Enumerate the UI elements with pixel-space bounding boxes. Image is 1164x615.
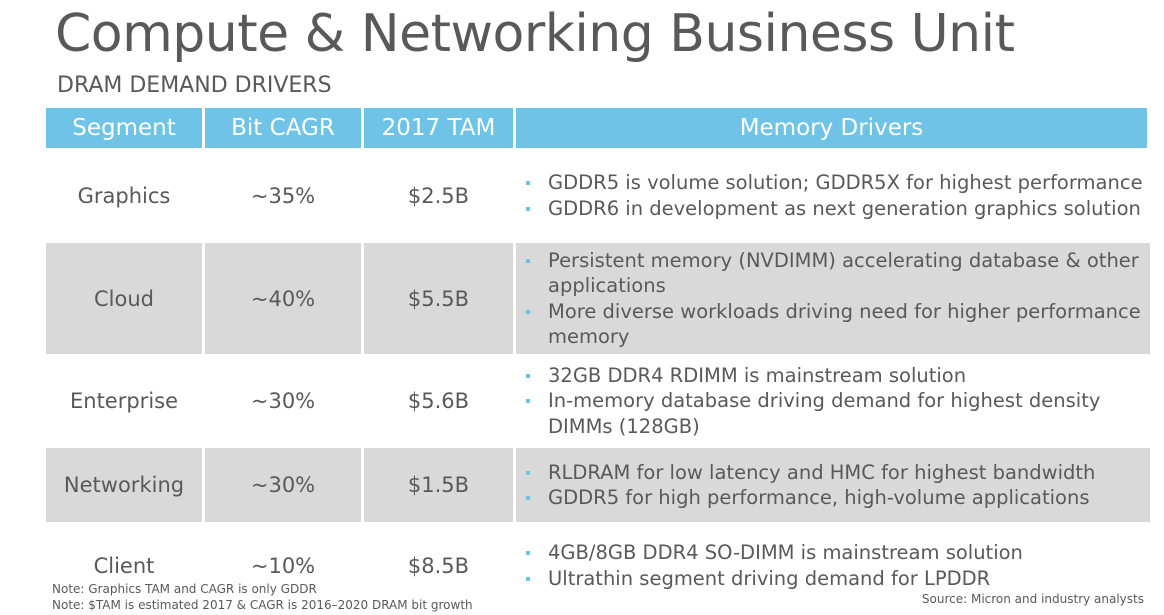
driver-item: Persistent memory (NVDIMM) accelerating … — [524, 248, 1150, 299]
driver-item: 32GB DDR4 RDIMM is mainstream solution — [524, 363, 1150, 389]
driver-item: More diverse workloads driving need for … — [524, 299, 1150, 350]
drivers-list: 4GB/8GB DDR4 SO-DIMM is mainstream solut… — [524, 540, 1023, 591]
driver-item: In-memory database driving demand for hi… — [524, 388, 1150, 439]
segment-cell: Networking — [46, 448, 205, 522]
segment-cell: Client — [46, 526, 205, 605]
drivers-cell: 4GB/8GB DDR4 SO-DIMM is mainstream solut… — [516, 526, 1150, 605]
column-header-tam: 2017 TAM — [364, 108, 516, 148]
drivers-cell: Persistent memory (NVDIMM) accelerating … — [516, 243, 1150, 354]
cagr-cell: ~35% — [205, 152, 364, 239]
driver-item: 4GB/8GB DDR4 SO-DIMM is mainstream solut… — [524, 540, 1023, 566]
drivers-cell: RLDRAM for low latency and HMC for highe… — [516, 448, 1150, 522]
segment-cell: Enterprise — [46, 358, 205, 444]
drivers-list: RLDRAM for low latency and HMC for highe… — [524, 460, 1095, 511]
slide-subtitle: DRAM DEMAND DRIVERS — [57, 73, 332, 98]
drivers-list: Persistent memory (NVDIMM) accelerating … — [524, 248, 1150, 350]
cagr-cell: ~10% — [205, 526, 364, 605]
segment-cell: Cloud — [46, 243, 205, 354]
drivers-cell: 32GB DDR4 RDIMM is mainstream solution I… — [516, 358, 1150, 444]
driver-item: RLDRAM for low latency and HMC for highe… — [524, 460, 1095, 486]
source-note: Source: Micron and industry analysts — [921, 592, 1144, 606]
column-header-bit-cagr: Bit CAGR — [205, 108, 364, 148]
tam-cell: $5.5B — [364, 243, 516, 354]
tam-cell: $8.5B — [364, 526, 516, 605]
driver-item: GDDR6 in development as next generation … — [524, 196, 1143, 222]
drivers-list: GDDR5 is volume solution; GDDR5X for hig… — [524, 170, 1143, 221]
column-header-segment: Segment — [46, 108, 205, 148]
tam-cell: $2.5B — [364, 152, 516, 239]
driver-item: Ultrathin segment driving demand for LPD… — [524, 566, 1023, 592]
drivers-list: 32GB DDR4 RDIMM is mainstream solution I… — [524, 363, 1150, 440]
footnote-graphics: Note: Graphics TAM and CAGR is only GDDR — [52, 582, 317, 596]
driver-item: GDDR5 is volume solution; GDDR5X for hig… — [524, 170, 1143, 196]
slide-title: Compute & Networking Business Unit — [55, 4, 1015, 64]
cagr-cell: ~30% — [205, 448, 364, 522]
cagr-cell: ~30% — [205, 358, 364, 444]
column-header-memory-drivers: Memory Drivers — [516, 108, 1150, 148]
cagr-cell: ~40% — [205, 243, 364, 354]
segment-cell: Graphics — [46, 152, 205, 239]
driver-item: GDDR5 for high performance, high-volume … — [524, 485, 1095, 511]
tam-cell: $5.6B — [364, 358, 516, 444]
footnote-tam: Note: $TAM is estimated 2017 & CAGR is 2… — [52, 598, 473, 612]
drivers-cell: GDDR5 is volume solution; GDDR5X for hig… — [516, 152, 1150, 239]
demand-drivers-table: Segment Bit CAGR 2017 TAM Memory Drivers… — [46, 108, 1150, 605]
tam-cell: $1.5B — [364, 448, 516, 522]
